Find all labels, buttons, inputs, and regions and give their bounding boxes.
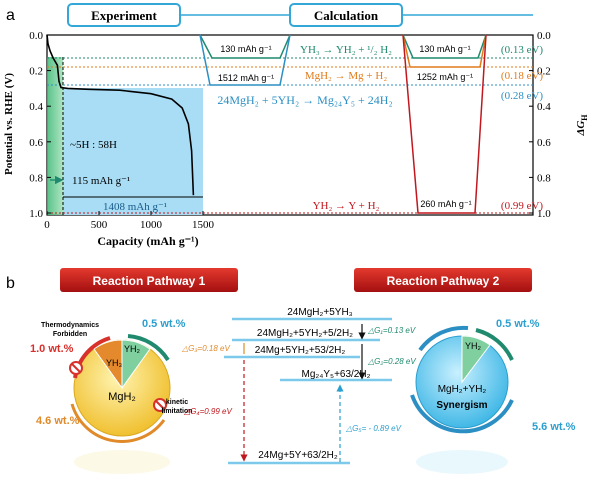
mgh2-yh2-label: MgH₂+YH₂ [438,384,487,395]
pathway-2-banner [354,268,532,292]
x-ticks: 0 500 1000 1500 [44,211,215,231]
pathway-1-banner [60,268,238,292]
ev-018: (0.18 eV) [501,70,543,82]
forbidden-icon-1-slash [71,363,81,373]
dg5-label: △G₅= - 0.89 eV [345,424,402,433]
panel-a-label: a [6,7,15,24]
level-2: 24MgH₂+5YH₂+5/2H₂ [257,328,353,339]
sphere-reflection-1 [74,450,170,474]
ev-013: (0.13 eV) [501,44,543,56]
wt-56: 5.6 wt.% [532,421,576,433]
y-tick-right-label: 0.0 [537,30,551,42]
x-tick-label: 1000 [140,219,163,231]
kinetic-text: kinetic [166,399,188,406]
limitation-text: limitation [161,408,192,415]
reaction-2: MgH₂ → Mg + H₂ [305,70,387,82]
calc-1512: 1512 mAh g⁻¹ [218,73,274,83]
y-axis-right-sub: H [580,114,589,121]
y-tick-left-label: 0.2 [29,66,43,78]
yh2-wedge [461,335,491,384]
calc-130-a: 130 mAh g⁻¹ [220,44,271,54]
calc-profile-orange [402,34,487,68]
reaction-4: YH₂ → Y + H₂ [313,200,380,212]
yh3-wedge [93,339,123,390]
sphere-reflection-2 [416,450,508,474]
wt-05b: 0.5 wt.% [496,318,540,330]
synergism-label: Synergism [436,400,487,411]
level-3: 24Mg+5YH₂+53/2H₂ [255,345,346,356]
ev-099: (0.99 eV) [501,200,543,212]
dg3-label: △G₃=0.18 eV [181,344,230,353]
calc-profile-teal [199,34,291,59]
yh3-label: YH₃ [106,358,123,368]
calculation-tab: Calculation [314,8,379,23]
y-axis-right-main: ΔG [575,121,587,137]
y-ticks-right: 0.0 0.2 0.4 0.6 0.8 1.0 [529,30,551,220]
y-axis-label-right: ΔGH [575,114,589,137]
thermo-text: Thermodynamics [41,322,99,329]
experiment-tab: Experiment [91,8,157,23]
wt-05a: 0.5 wt.% [142,318,186,330]
y-tick-right-label: 0.2 [537,66,551,78]
level-4: Mg₂₄Y₅+63/2H₂ [302,369,371,380]
x-axis-label: Capacity (mAh g⁻¹) [97,234,198,248]
forbidden-text: Forbidden [53,331,87,338]
blue-arc-bottom [410,394,514,434]
green-region [47,57,63,215]
cap-115: 115 mAh g⁻¹ [72,175,130,187]
dg2-label: △G₂=0.28 eV [367,357,416,366]
mgh2-label: MgH₂ [108,391,136,403]
y-tick-left-label: 0.6 [29,137,43,149]
y-tick-right-label: 0.4 [537,101,551,113]
wt-46: 4.6 wt.% [36,415,80,427]
wt-1: 1.0 wt.% [30,343,74,355]
reaction-1: YH₃ → YH₂ + ¹/₂ H₂ [300,44,392,56]
reaction-3: 24MgH₂ + 5YH₂ → Mg₂₄Y₅ + 24H₂ [217,93,392,107]
pathway-1-title: Reaction Pathway 1 [93,274,206,288]
blue-arc-top [418,325,469,352]
y-tick-right-label: 0.6 [537,137,551,149]
y-ticks-left: 0.0 0.2 0.4 0.6 0.8 1.0 [29,30,51,220]
y-axis-label-left: Potential vs. RHE (V) [3,73,15,175]
green-arc [127,334,170,362]
ev-028: (0.28 eV) [501,90,543,102]
pathway-2-title: Reaction Pathway 2 [387,274,500,288]
y-tick-left-label: 0.0 [29,30,43,42]
green-arc-2 [475,328,514,361]
y-tick-left-label: 1.0 [29,208,43,220]
calc-130-b: 130 mAh g⁻¹ [419,44,470,54]
y-tick-right-label: 1.0 [537,208,551,220]
calc-profile-red [402,34,487,214]
y-tick-left-label: 0.4 [29,101,43,113]
level-1: 24MgH₂+5YH₃ [287,307,352,318]
dg1-label: △G₁=0.13 eV [367,326,416,335]
blue-region [63,88,203,215]
calc-1252: 1252 mAh g⁻¹ [417,72,473,82]
x-tick-label: 500 [91,219,108,231]
dg4-label: △G₄=0.99 eV [183,407,232,416]
calc-260: 260 mAh g⁻¹ [420,199,471,209]
orange-arc [70,403,166,443]
ratio-text: ~5H : 58H [70,139,117,151]
x-tick-label: 1500 [192,219,215,231]
y-tick-right-label: 0.8 [537,172,551,184]
cap-1408: 1408 mAh g⁻¹ [103,201,167,213]
calc-profile-teal-2 [402,34,487,59]
yh2b-label: YH₂ [465,341,482,351]
calc-profile-blue [199,34,291,86]
x-tick-label: 0 [44,219,50,231]
forbidden-icon-2-slash [155,400,165,410]
yh2-label: YH₂ [124,344,141,354]
panel-b-label: b [6,275,15,292]
y-tick-left-label: 0.8 [29,172,43,184]
experimental-curve [46,34,195,196]
level-5: 24Mg+5Y+63/2H₂ [258,450,338,461]
